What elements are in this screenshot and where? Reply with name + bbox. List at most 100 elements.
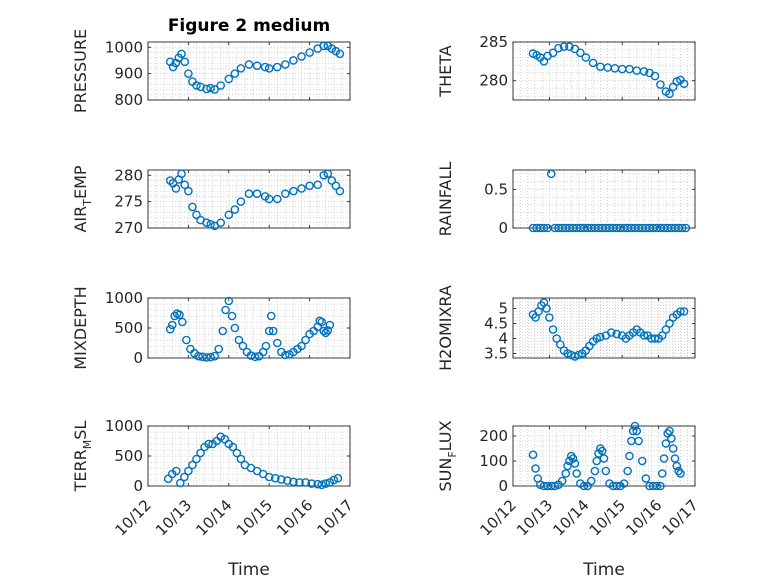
data-point	[167, 320, 177, 330]
data-point	[667, 434, 676, 443]
data-point	[565, 42, 574, 51]
grid	[512, 170, 696, 229]
y-tick-label: 1000	[105, 38, 143, 56]
data-point	[236, 64, 246, 73]
data-point	[659, 454, 669, 463]
y-tick-label: 280	[479, 72, 508, 90]
axis-box	[512, 425, 696, 487]
y-tick-label: 3.5	[484, 345, 508, 363]
data-point	[630, 421, 640, 431]
y-tick-label: 500	[114, 447, 143, 465]
data-point	[252, 61, 262, 71]
data-point	[177, 49, 186, 59]
y-axis-label: SUNFLUX	[436, 420, 459, 491]
data-point	[236, 454, 246, 464]
data-point	[177, 169, 186, 178]
data-point	[531, 464, 540, 473]
data-point	[321, 479, 331, 488]
x-axis-label: Time	[227, 560, 270, 580]
data-point	[546, 169, 556, 179]
data-point	[657, 331, 667, 340]
data-point	[295, 478, 304, 487]
y-axis-label-subscript: F	[446, 451, 459, 457]
x-tick-label: 10/15	[233, 496, 276, 539]
panel-rainfall: 0 0.5 RAINFALL	[436, 162, 696, 237]
y-tick-label: 4	[498, 330, 508, 348]
grid	[147, 169, 351, 229]
data-point	[676, 307, 685, 316]
data-point	[603, 63, 612, 72]
y-axis-label: PRESSURE	[71, 29, 90, 113]
data-point	[550, 481, 560, 491]
axis-box	[147, 41, 351, 101]
data-point	[252, 189, 262, 199]
y-tick-label: 280	[114, 166, 143, 184]
data-series	[163, 432, 343, 490]
data-point	[661, 439, 671, 448]
data-point	[331, 181, 341, 191]
data-point	[272, 62, 282, 72]
data-point	[281, 189, 290, 199]
data-point	[234, 335, 244, 345]
data-point	[198, 352, 207, 362]
data-point	[192, 454, 201, 464]
data-point	[227, 311, 237, 321]
data-point	[244, 60, 254, 69]
y-tick-label: 0	[498, 477, 508, 495]
x-axis-label: Time	[582, 560, 625, 580]
x-tick-label: 10/16	[622, 496, 665, 539]
data-point	[165, 324, 175, 334]
data-point	[561, 469, 571, 478]
data-point	[323, 169, 333, 178]
y-tick-label: 100	[479, 452, 508, 470]
data-point	[224, 296, 234, 306]
data-point	[679, 307, 689, 316]
data-point	[313, 180, 322, 190]
data-point	[665, 426, 674, 436]
data-point	[676, 469, 685, 478]
data-point	[319, 170, 329, 180]
data-series	[528, 298, 689, 361]
data-point	[570, 459, 580, 468]
data-point	[264, 64, 274, 73]
data-point	[317, 480, 327, 490]
data-point	[670, 454, 680, 463]
data-point	[545, 313, 554, 322]
data-point	[206, 220, 215, 229]
data-point	[619, 479, 629, 488]
panel-theta: 280 285 THETA	[436, 33, 696, 101]
data-point	[313, 479, 322, 489]
data-point	[597, 446, 607, 456]
data-point	[196, 448, 205, 458]
data-point	[244, 189, 254, 199]
data-point	[194, 351, 203, 361]
data-point	[610, 63, 620, 73]
y-tick-label: 270	[114, 219, 143, 237]
data-point	[170, 311, 179, 321]
data-point	[180, 180, 190, 190]
data-point	[210, 351, 219, 361]
panel-air-temp: 270 275 280 AIRTEMP	[71, 165, 351, 237]
data-point	[238, 341, 248, 351]
data-point	[297, 184, 306, 193]
data-point	[588, 58, 598, 68]
data-point	[178, 317, 187, 327]
data-point	[230, 69, 240, 78]
data-point	[681, 223, 691, 233]
data-point	[224, 210, 234, 220]
y-axis-label-main: SUN	[436, 458, 455, 492]
x-tick-label: 10/12	[112, 496, 155, 539]
axis-box	[512, 41, 696, 101]
data-point	[218, 326, 228, 336]
data-point	[250, 352, 260, 362]
data-point	[625, 451, 634, 461]
data-series	[528, 42, 689, 99]
data-point	[563, 461, 572, 471]
data-point	[277, 475, 286, 484]
data-point	[672, 461, 682, 471]
data-point	[202, 353, 211, 362]
data-series	[165, 169, 345, 231]
y-axis-label: THETA	[436, 45, 455, 97]
y-tick-label: 900	[114, 65, 143, 83]
